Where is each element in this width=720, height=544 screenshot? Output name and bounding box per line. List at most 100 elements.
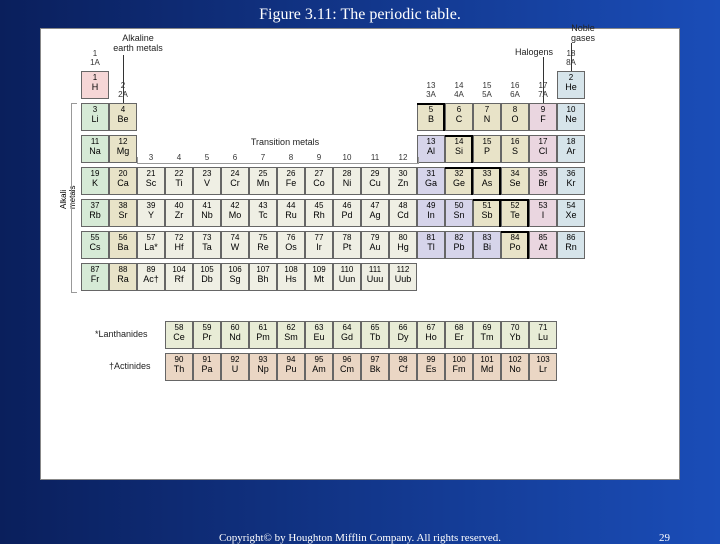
metalloid-step [501, 231, 529, 259]
element-cell: 70Yb [501, 321, 529, 349]
periodic-table-figure: 11A22A3456789101112133A144A155A166A177A1… [40, 28, 680, 480]
element-cell: 30Zn [389, 167, 417, 195]
element-cell: 86Rn [557, 231, 585, 259]
pointer-line [123, 55, 124, 103]
element-cell: 20Ca [109, 167, 137, 195]
element-cell: 40Zr [165, 199, 193, 227]
element-cell: 9F [529, 103, 557, 131]
element-cell: 71Lu [529, 321, 557, 349]
element-cell: 49In [417, 199, 445, 227]
element-cell: 38Sr [109, 199, 137, 227]
element-cell: 109Mt [305, 263, 333, 291]
element-cell: 15P [473, 135, 501, 163]
pointer-line [543, 57, 544, 103]
element-cell: 103Lr [529, 353, 557, 381]
element-cell: 65Tb [361, 321, 389, 349]
element-cell: 42Mo [221, 199, 249, 227]
element-cell: 62Sm [277, 321, 305, 349]
element-cell: 35Br [529, 167, 557, 195]
element-cell: 21Sc [137, 167, 165, 195]
element-cell: 8O [501, 103, 529, 131]
element-cell: 92U [221, 353, 249, 381]
element-cell: 107Bh [249, 263, 277, 291]
element-cell: 78Pt [333, 231, 361, 259]
element-cell: 76Os [277, 231, 305, 259]
annotation-label: Transition metals [225, 137, 345, 147]
element-cell: 16S [501, 135, 529, 163]
element-cell: 2He [557, 71, 585, 99]
annotation-label: Noble gases [563, 23, 603, 43]
element-cell: 12Mg [109, 135, 137, 163]
element-cell: 59Pr [193, 321, 221, 349]
element-cell: 100Fm [445, 353, 473, 381]
group-label: 133A [417, 81, 445, 99]
element-cell: 91Pa [193, 353, 221, 381]
element-cell: 23V [193, 167, 221, 195]
element-cell: 82Pb [445, 231, 473, 259]
element-cell: 75Re [249, 231, 277, 259]
element-cell: 93Np [249, 353, 277, 381]
element-cell: 88Ra [109, 263, 137, 291]
element-cell: 57La* [137, 231, 165, 259]
element-cell: 66Dy [389, 321, 417, 349]
element-cell: 29Cu [361, 167, 389, 195]
element-cell: 7N [473, 103, 501, 131]
element-cell: 95Am [305, 353, 333, 381]
element-cell: 37Rb [81, 199, 109, 227]
element-cell: 80Hg [389, 231, 417, 259]
group-label: 155A [473, 81, 501, 99]
metalloid-step [501, 199, 529, 227]
group-label: 166A [501, 81, 529, 99]
element-cell: 53I [529, 199, 557, 227]
element-cell: 94Pu [277, 353, 305, 381]
element-cell: 81Tl [417, 231, 445, 259]
element-cell: 6C [445, 103, 473, 131]
element-cell: 10Ne [557, 103, 585, 131]
element-cell: 98Cf [389, 353, 417, 381]
copyright-text: Copyright© by Houghton Mifflin Company. … [0, 532, 720, 544]
element-cell: 108Hs [277, 263, 305, 291]
element-cell: 106Sg [221, 263, 249, 291]
element-cell: 4Be [109, 103, 137, 131]
element-cell: 50Sn [445, 199, 473, 227]
element-cell: 97Bk [361, 353, 389, 381]
element-cell: 41Nb [193, 199, 221, 227]
page-number: 29 [659, 532, 670, 544]
element-cell: 83Bi [473, 231, 501, 259]
element-cell: 77Ir [305, 231, 333, 259]
element-cell: 69Tm [473, 321, 501, 349]
element-cell: 85At [529, 231, 557, 259]
element-cell: 22Ti [165, 167, 193, 195]
metalloid-step [445, 135, 473, 163]
element-cell: 90Th [165, 353, 193, 381]
element-cell: 61Pm [249, 321, 277, 349]
element-cell: 96Cm [333, 353, 361, 381]
metalloid-step [473, 167, 501, 195]
element-cell: 34Se [501, 167, 529, 195]
element-cell: 31Ga [417, 167, 445, 195]
annotation-label: Alkaline earth metals [103, 33, 173, 53]
bracket [71, 103, 77, 293]
metalloid-step [417, 103, 445, 131]
element-cell: 25Mn [249, 167, 277, 195]
element-cell: 39Y [137, 199, 165, 227]
element-cell: 72Hf [165, 231, 193, 259]
element-cell: 102No [501, 353, 529, 381]
element-cell: 17Cl [529, 135, 557, 163]
element-cell: 24Cr [221, 167, 249, 195]
element-cell: 63Eu [305, 321, 333, 349]
element-cell: 1H [81, 71, 109, 99]
element-cell: 18Ar [557, 135, 585, 163]
element-cell: 43Tc [249, 199, 277, 227]
element-cell: 55Cs [81, 231, 109, 259]
element-cell: 45Rh [305, 199, 333, 227]
element-cell: 64Gd [333, 321, 361, 349]
element-cell: 101Md [473, 353, 501, 381]
metalloid-step [445, 167, 473, 195]
element-cell: 74W [221, 231, 249, 259]
element-cell: 73Ta [193, 231, 221, 259]
element-cell: 67Ho [417, 321, 445, 349]
element-cell: 79Au [361, 231, 389, 259]
element-cell: 46Pd [333, 199, 361, 227]
annotation-label: †Actinides [109, 361, 151, 371]
